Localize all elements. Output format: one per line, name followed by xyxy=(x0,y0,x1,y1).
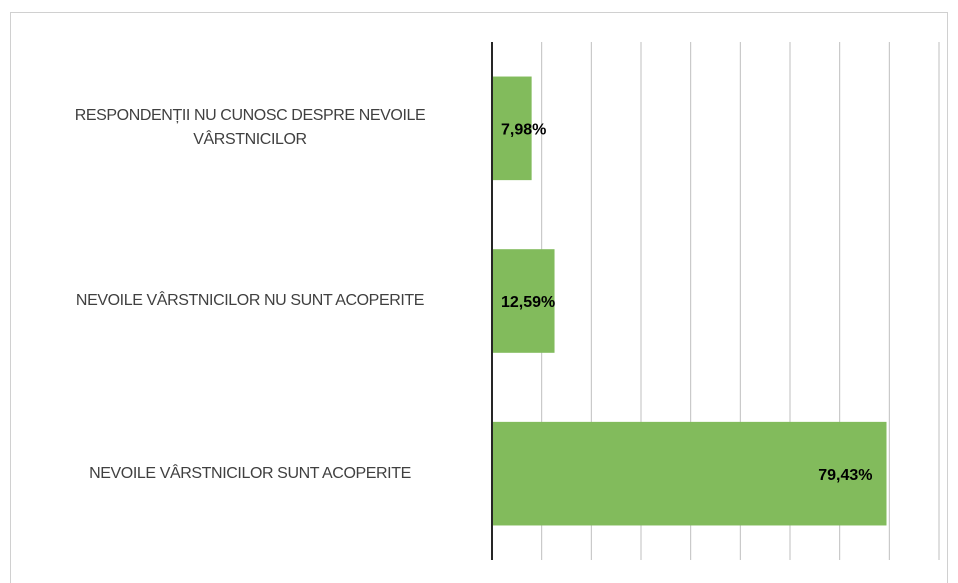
bar xyxy=(492,421,887,526)
data-label: 7,98% xyxy=(501,122,546,139)
bar xyxy=(492,249,555,353)
category-label: RESPONDENȚII NU CUNOSC DESPRE NEVOILE VÂ… xyxy=(74,107,426,149)
chart-border xyxy=(10,12,948,583)
data-label: 79,43% xyxy=(818,467,872,484)
category-label: NEVOILE VÂRSTNICILOR NU SUNT ACOPERITE xyxy=(75,292,425,309)
data-label: 12,59% xyxy=(501,294,555,311)
bar xyxy=(492,76,532,181)
category-label: NEVOILE VÂRSTNICILOR SUNT ACOPERITE xyxy=(89,464,411,482)
